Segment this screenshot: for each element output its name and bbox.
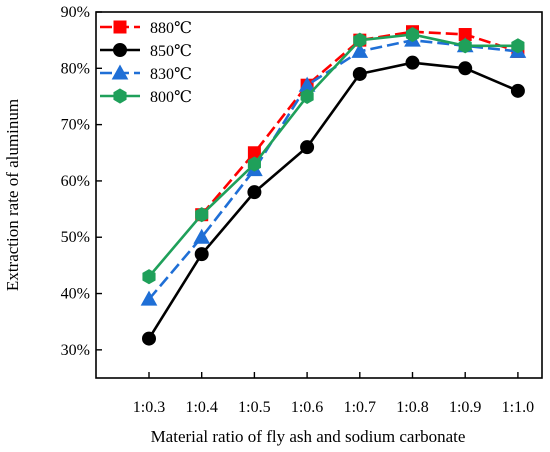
legend-label: 800℃	[150, 89, 192, 106]
y-tick-label: 40%	[61, 286, 90, 303]
legend-label: 830℃	[150, 66, 192, 83]
x-tick-label: 1:0.7	[344, 399, 376, 416]
y-axis-title: Extraction rate of aluminum	[3, 99, 22, 291]
x-tick-label: 1:0.3	[133, 399, 165, 416]
legend: 880℃ 850℃ 830℃ 800℃	[100, 20, 192, 106]
legend-marker	[113, 88, 127, 104]
series-1	[142, 55, 525, 346]
y-tick-label: 50%	[61, 229, 90, 246]
data-point	[194, 247, 209, 262]
data-point	[142, 331, 156, 346]
y-tick-label: 70%	[61, 117, 90, 134]
data-point	[510, 83, 525, 98]
data-point	[247, 185, 262, 200]
plot-frame	[95, 11, 543, 379]
data-point	[247, 156, 261, 172]
series-line	[200, 30, 519, 216]
series-line	[147, 61, 519, 340]
series-layer	[140, 25, 527, 346]
legend-label: 850℃	[150, 43, 192, 60]
data-point	[193, 228, 211, 244]
data-point	[458, 38, 472, 54]
data-point	[351, 42, 369, 58]
data-point	[142, 269, 156, 285]
x-tick-label: 1:0.8	[396, 399, 428, 416]
legend-marker	[113, 20, 127, 34]
data-point	[458, 61, 473, 76]
x-axis-title: Material ratio of fly ash and sodium car…	[151, 427, 466, 446]
data-point	[353, 32, 367, 48]
data-point	[405, 26, 420, 43]
y-tick-label: 90%	[61, 4, 90, 21]
x-axis: 1:0.3 1:0.4 1:0.5 1:0.6 1:0.7 1:0.8 1:0.9 1:1.0	[133, 372, 534, 416]
series-3	[142, 26, 525, 285]
x-tick-label: 1:1.0	[502, 399, 534, 416]
legend-marker	[111, 64, 129, 80]
y-tick-label: 80%	[61, 60, 90, 77]
x-tick-label: 1:0.9	[449, 399, 481, 416]
x-tick-label: 1:0.6	[291, 399, 323, 416]
data-point	[300, 140, 315, 155]
x-tick-label: 1:0.5	[238, 399, 270, 416]
data-point	[195, 207, 209, 223]
data-point	[140, 290, 158, 306]
y-tick-label: 60%	[61, 173, 90, 190]
y-tick-label: 30%	[61, 342, 90, 359]
data-point	[405, 55, 420, 70]
y-axis: 30% 40% 50% 60% 70% 80% 90%	[61, 4, 102, 359]
series-line	[148, 33, 518, 278]
x-tick-label: 1:0.4	[185, 399, 217, 416]
data-point	[511, 38, 525, 54]
legend-label: 880℃	[150, 20, 192, 37]
legend-marker	[113, 43, 127, 57]
data-point	[300, 88, 314, 105]
data-point	[352, 66, 367, 81]
